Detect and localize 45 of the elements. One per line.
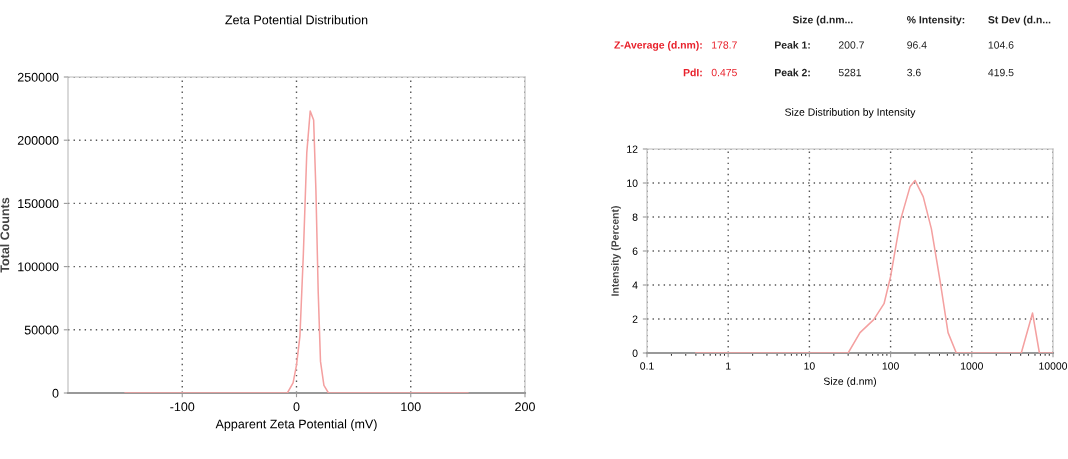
text: 5281	[838, 68, 862, 77]
y-tick-label: 6	[632, 247, 638, 255]
text: 178.7	[712, 41, 737, 49]
text: Z-Average (d.nm):	[614, 41, 702, 51]
y-tick-label: 10	[627, 179, 638, 187]
y-axis-title: Intensity (Percent)	[611, 206, 621, 296]
chart-title: Zeta Potential Distribution	[225, 15, 368, 25]
chart-title: Size Distribution by Intensity	[785, 108, 916, 118]
text: Peak 2:	[775, 68, 810, 77]
x-axis-title: Size (d.nm)	[823, 377, 876, 387]
x-tick-label: 10000	[1039, 362, 1068, 370]
text: 3.6	[907, 68, 921, 77]
y-tick-label: 200000	[17, 136, 59, 145]
x-tick-label: 10	[804, 362, 815, 370]
y-tick-label: 250000	[17, 72, 59, 82]
text: 104.6	[988, 41, 1014, 49]
y-tick-label: 0	[52, 388, 59, 398]
y-tick-label: 8	[632, 213, 638, 221]
x-tick-label: 100	[401, 402, 421, 412]
x-tick-label: 0.1	[640, 362, 654, 370]
x-tick-label: 200	[515, 402, 535, 412]
y-axis-title: Total Counts	[0, 197, 10, 273]
x-tick-label: -100	[170, 402, 195, 412]
y-tick-label: 4	[632, 281, 638, 289]
y-tick-label: 50000	[24, 325, 59, 335]
x-tick-label: 0	[293, 402, 300, 412]
x-tick-label: 1000	[961, 362, 983, 370]
text: 419.5	[988, 68, 1014, 77]
text: Peak 1:	[775, 41, 810, 49]
text: St Dev (d.n...	[988, 15, 1051, 26]
x-tick-label: 100	[882, 362, 899, 370]
text: Size (d.nm...	[792, 15, 853, 26]
x-tick-label: 1	[726, 362, 731, 370]
y-tick-label: 0	[632, 349, 638, 357]
line-series	[124, 110, 469, 393]
y-tick-label: 150000	[18, 199, 59, 209]
y-tick-label: 2	[632, 315, 638, 323]
text: % Intensity:	[906, 15, 965, 26]
text: 200.7	[838, 41, 864, 49]
text: PdI:	[683, 68, 702, 77]
text: 0.475	[711, 68, 737, 77]
y-tick-label: 12	[627, 145, 638, 153]
y-tick-label: 100000	[18, 262, 59, 272]
text: 96.4	[907, 41, 927, 49]
x-axis-title: Apparent Zeta Potential (mV)	[215, 419, 377, 431]
